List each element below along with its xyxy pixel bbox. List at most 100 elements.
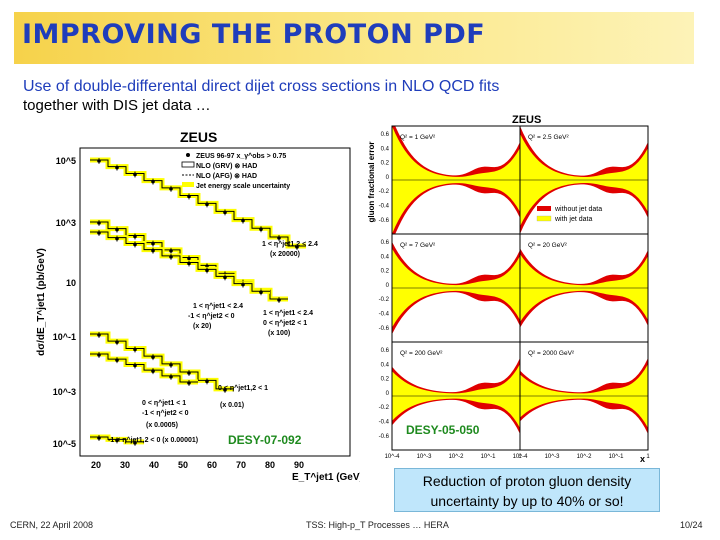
data-point [277, 298, 281, 302]
data-point [97, 221, 101, 225]
data-point [97, 159, 101, 163]
x-tick: 10^-2 [577, 454, 592, 460]
y-tick: 10^-1 [53, 332, 76, 342]
data-point [187, 256, 191, 261]
panel-label: Q² = 1 GeV² [400, 134, 436, 141]
data-point [133, 347, 137, 352]
left-x-ticks: 20 30 40 50 60 70 80 90 [91, 460, 304, 470]
nlo-step-curve [90, 159, 306, 247]
legend-marker-data [186, 153, 190, 157]
x-tick: 10^-4 [385, 454, 400, 460]
x-tick: 60 [207, 460, 217, 470]
y-tick: 10^-3 [53, 387, 76, 397]
data-point [169, 363, 173, 367]
data-point [241, 218, 245, 223]
data-point [151, 241, 155, 246]
y-tick: -0.2 [379, 405, 390, 411]
data-point [187, 371, 191, 375]
x-tick: 10^-3 [417, 454, 432, 460]
slide-subtitle: Use of double-differental direct dijet c… [23, 78, 500, 95]
right-figure: ZEUS gluon fractional error Q² = 1 GeV² 0… [367, 114, 650, 464]
x-tick: 70 [236, 460, 246, 470]
right-figure-header: ZEUS [512, 114, 541, 126]
annotation: -1 < η^jet1,2 < 0 (x 0.00001) [108, 436, 198, 444]
nlo-step-curve [90, 231, 270, 292]
y-tick: -0.6 [379, 218, 390, 224]
y-tick: -0.4 [379, 204, 390, 210]
annotation: -1 < η^jet2 < 0 [188, 312, 235, 320]
annotation: 0 < η^jet1 < 1 [142, 399, 186, 407]
annotation: 0 < η^jet1,2 < 1 [218, 384, 268, 392]
y-tick: 0.6 [381, 240, 390, 246]
data-point [259, 227, 263, 232]
data-point [187, 381, 191, 385]
left-y-ticks: 10^5 10^3 10 10^-1 10^-3 10^-5 [53, 156, 76, 449]
data-point [115, 438, 119, 443]
x-tick: 40 [149, 460, 159, 470]
left-figure-xlabel: E_T^jet1 (GeV) [292, 472, 360, 482]
x-tick: 30 [120, 460, 130, 470]
legend-entry: Jet energy scale uncertainty [196, 183, 290, 190]
y-tick: 0.6 [381, 348, 390, 354]
left-figure-ylabel: dσ/dE_T^jet1 (pb/GeV) [36, 248, 47, 356]
data-point [133, 441, 137, 445]
data-point [205, 202, 209, 207]
y-tick: 10 [66, 278, 76, 288]
data-point [295, 245, 299, 249]
panel-label: Q² = 7 GeV² [400, 242, 436, 249]
left-annotations: 1 < η^jet1,2 < 2.4 (x 20000) 1 < η^jet1 … [108, 240, 318, 444]
annotation: (x 20) [193, 323, 211, 330]
data-point [97, 436, 101, 440]
annotation: (x 100) [268, 330, 290, 337]
data-point [277, 236, 281, 240]
data-point [169, 375, 173, 379]
y-tick: 0.4 [381, 362, 390, 368]
data-point [133, 242, 137, 247]
data-point [187, 261, 191, 266]
x-tick: 80 [265, 460, 275, 470]
data-point [187, 194, 191, 199]
data-point [151, 248, 155, 253]
legend-marker-grv [181, 161, 195, 168]
panel-label: Q² = 2000 GeV² [528, 350, 575, 357]
data-point [115, 358, 119, 362]
y-tick: 0 [386, 175, 390, 181]
left-figure: ZEUS dσ/dE_T^jet1 (pb/GeV) 10^5 10^3 10 … [36, 129, 360, 482]
gluon-panel: Q² = 1 GeV² 0.6 0.4 0.2 0 -0.2 -0.4 -0.6 [379, 125, 521, 235]
y-tick: -0.6 [379, 326, 390, 332]
x-tick: 10^-1 [481, 454, 496, 460]
data-point [151, 355, 155, 359]
nlo-step-curve [90, 353, 198, 383]
y-tick: 0 [386, 391, 390, 397]
footer-right: 10/24 [680, 520, 703, 530]
slide-subtitle-2: together with DIS jet data … [23, 97, 211, 114]
gluon-panel: Q² = 7 GeV² 0.6 0.4 0.2 0 -0.2 -0.4 -0.6 [379, 233, 521, 343]
data-point [169, 187, 173, 191]
annotation: (x 20000) [270, 251, 300, 258]
y-tick: 0.2 [381, 377, 390, 383]
data-point [97, 353, 101, 357]
x-tick: 1 [646, 454, 650, 460]
data-point [115, 340, 119, 344]
right-figure-ylabel: gluon fractional error [367, 142, 376, 223]
data-point [133, 234, 137, 239]
data-point [223, 275, 227, 280]
right-figure-label: DESY-05-050 [406, 423, 480, 437]
right-legend: without jet data with jet data [536, 206, 602, 223]
data-point [151, 179, 155, 184]
left-plot-frame [79, 147, 351, 457]
y-tick: 10^-5 [53, 439, 76, 449]
data-point [223, 388, 227, 392]
legend-entry: with jet data [554, 216, 592, 223]
annotation: -1 < η^jet2 < 0 [142, 409, 189, 417]
x-tick: 10^-1 [609, 454, 624, 460]
y-tick: 0.6 [381, 132, 390, 138]
gluon-panel: Q² = 2000 GeV² [519, 341, 649, 451]
panel-label: Q² = 200 GeV² [400, 350, 443, 357]
data-point [115, 227, 119, 232]
callout-box: Reduction of proton gluon density uncert… [394, 468, 660, 512]
data-point [151, 369, 155, 373]
gluon-panel: Q² = 20 GeV² [519, 233, 649, 343]
x-tick: 90 [294, 460, 304, 470]
data-point [133, 172, 137, 177]
